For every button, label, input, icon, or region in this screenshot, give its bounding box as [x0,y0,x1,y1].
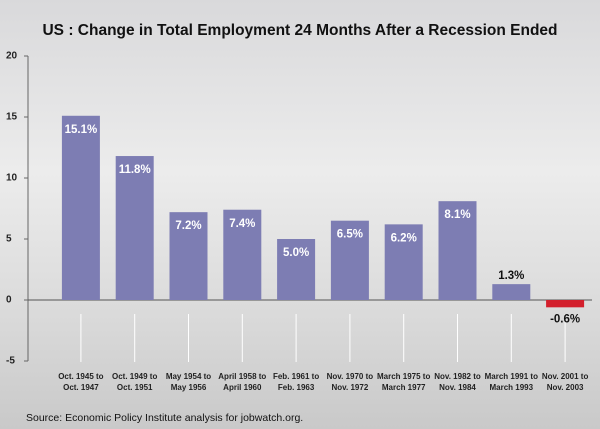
value-label: 6.2% [391,232,417,244]
x-tick-label: Oct. 1945 to Oct. 1947 [58,372,104,392]
y-tick-label: 5 [6,234,12,245]
chart-title: US : Change in Total Employment 24 Month… [42,22,557,39]
value-label: 11.8% [119,164,151,176]
x-tick-label: March 1991 to March 1993 [484,372,538,392]
y-tick-label: 20 [6,51,18,62]
value-label: 6.5% [337,229,363,241]
y-tick-label: 15 [6,112,18,123]
bar [492,284,531,300]
bar [330,220,369,300]
x-tick-label: Feb. 1961 to Feb. 1963 [272,372,320,392]
bar [384,224,423,300]
value-label: 1.3% [498,270,524,282]
value-label: 7.4% [229,218,255,230]
x-tick-label: April 1958 to April 1960 [218,372,267,392]
x-tick-label: Nov. 2001 to Nov. 2003 [541,372,589,392]
x-tick-label: March 1975 to March 1977 [377,372,431,392]
source: Source: Economic Policy Institute analys… [26,412,303,424]
bar [223,209,262,300]
value-label: 7.2% [175,220,201,232]
bar [115,156,154,300]
value-label: -0.6% [550,313,580,325]
x-tick-label: Nov. 1982 to Nov. 1984 [434,372,481,392]
x-tick-label: Nov. 1970 to Nov. 1972 [326,372,374,392]
bar [61,115,100,300]
value-label: 5.0% [283,247,309,259]
y-tick-label: -5 [6,356,15,367]
x-tick-label: Oct. 1949 to Oct. 1951 [112,372,158,392]
y-tick-label: 0 [6,295,12,306]
value-label: 15.1% [65,124,98,136]
bar [277,239,316,300]
bar [169,212,208,300]
value-label: 8.1% [444,209,470,221]
y-tick-label: 10 [6,173,18,184]
bar [546,300,585,308]
x-tick-label: May 1954 to May 1956 [165,372,212,392]
bar [438,201,477,300]
